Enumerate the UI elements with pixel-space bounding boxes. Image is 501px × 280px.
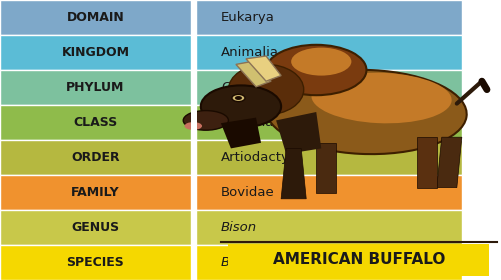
FancyBboxPatch shape bbox=[195, 105, 461, 140]
Text: Artiodactyla: Artiodactyla bbox=[220, 151, 301, 164]
Polygon shape bbox=[281, 148, 306, 199]
Polygon shape bbox=[235, 62, 271, 87]
Text: ORDER: ORDER bbox=[71, 151, 119, 164]
FancyBboxPatch shape bbox=[0, 105, 190, 140]
Text: Mammalia: Mammalia bbox=[220, 116, 289, 129]
FancyBboxPatch shape bbox=[0, 0, 190, 35]
Polygon shape bbox=[416, 137, 436, 188]
Text: Eukarya: Eukarya bbox=[220, 11, 274, 24]
Text: Bison bison: Bison bison bbox=[220, 256, 296, 269]
Text: Bison: Bison bbox=[220, 221, 257, 234]
FancyBboxPatch shape bbox=[195, 210, 461, 245]
Text: GENUS: GENUS bbox=[71, 221, 119, 234]
Text: SPECIES: SPECIES bbox=[66, 256, 124, 269]
FancyBboxPatch shape bbox=[195, 35, 461, 70]
Polygon shape bbox=[316, 143, 336, 193]
Text: KINGDOM: KINGDOM bbox=[61, 46, 129, 59]
Text: AMERICAN BUFFALO: AMERICAN BUFFALO bbox=[272, 252, 444, 267]
Text: CLASS: CLASS bbox=[73, 116, 117, 129]
Circle shape bbox=[231, 94, 244, 102]
Ellipse shape bbox=[200, 85, 281, 127]
FancyBboxPatch shape bbox=[0, 140, 190, 175]
Ellipse shape bbox=[291, 48, 351, 76]
Text: PHYLUM: PHYLUM bbox=[66, 81, 124, 94]
FancyBboxPatch shape bbox=[0, 70, 190, 105]
Circle shape bbox=[234, 96, 241, 100]
FancyBboxPatch shape bbox=[195, 175, 461, 210]
FancyBboxPatch shape bbox=[195, 140, 461, 175]
Polygon shape bbox=[245, 56, 281, 81]
Ellipse shape bbox=[266, 45, 366, 95]
Text: Bovidae: Bovidae bbox=[220, 186, 274, 199]
Ellipse shape bbox=[228, 64, 303, 115]
Polygon shape bbox=[276, 112, 321, 154]
Ellipse shape bbox=[184, 122, 201, 130]
FancyBboxPatch shape bbox=[228, 244, 488, 276]
FancyBboxPatch shape bbox=[195, 245, 461, 280]
Text: FAMILY: FAMILY bbox=[71, 186, 119, 199]
Ellipse shape bbox=[311, 73, 451, 123]
Text: DOMAIN: DOMAIN bbox=[66, 11, 124, 24]
Polygon shape bbox=[220, 118, 261, 148]
FancyBboxPatch shape bbox=[0, 245, 190, 280]
Ellipse shape bbox=[183, 111, 228, 130]
Text: Animalia: Animalia bbox=[220, 46, 279, 59]
Text: Chordata: Chordata bbox=[220, 81, 282, 94]
FancyBboxPatch shape bbox=[0, 175, 190, 210]
FancyBboxPatch shape bbox=[0, 35, 190, 70]
FancyBboxPatch shape bbox=[190, 0, 196, 280]
Polygon shape bbox=[436, 137, 461, 188]
Ellipse shape bbox=[266, 70, 466, 154]
FancyBboxPatch shape bbox=[195, 0, 461, 35]
FancyBboxPatch shape bbox=[195, 70, 461, 105]
FancyBboxPatch shape bbox=[0, 210, 190, 245]
